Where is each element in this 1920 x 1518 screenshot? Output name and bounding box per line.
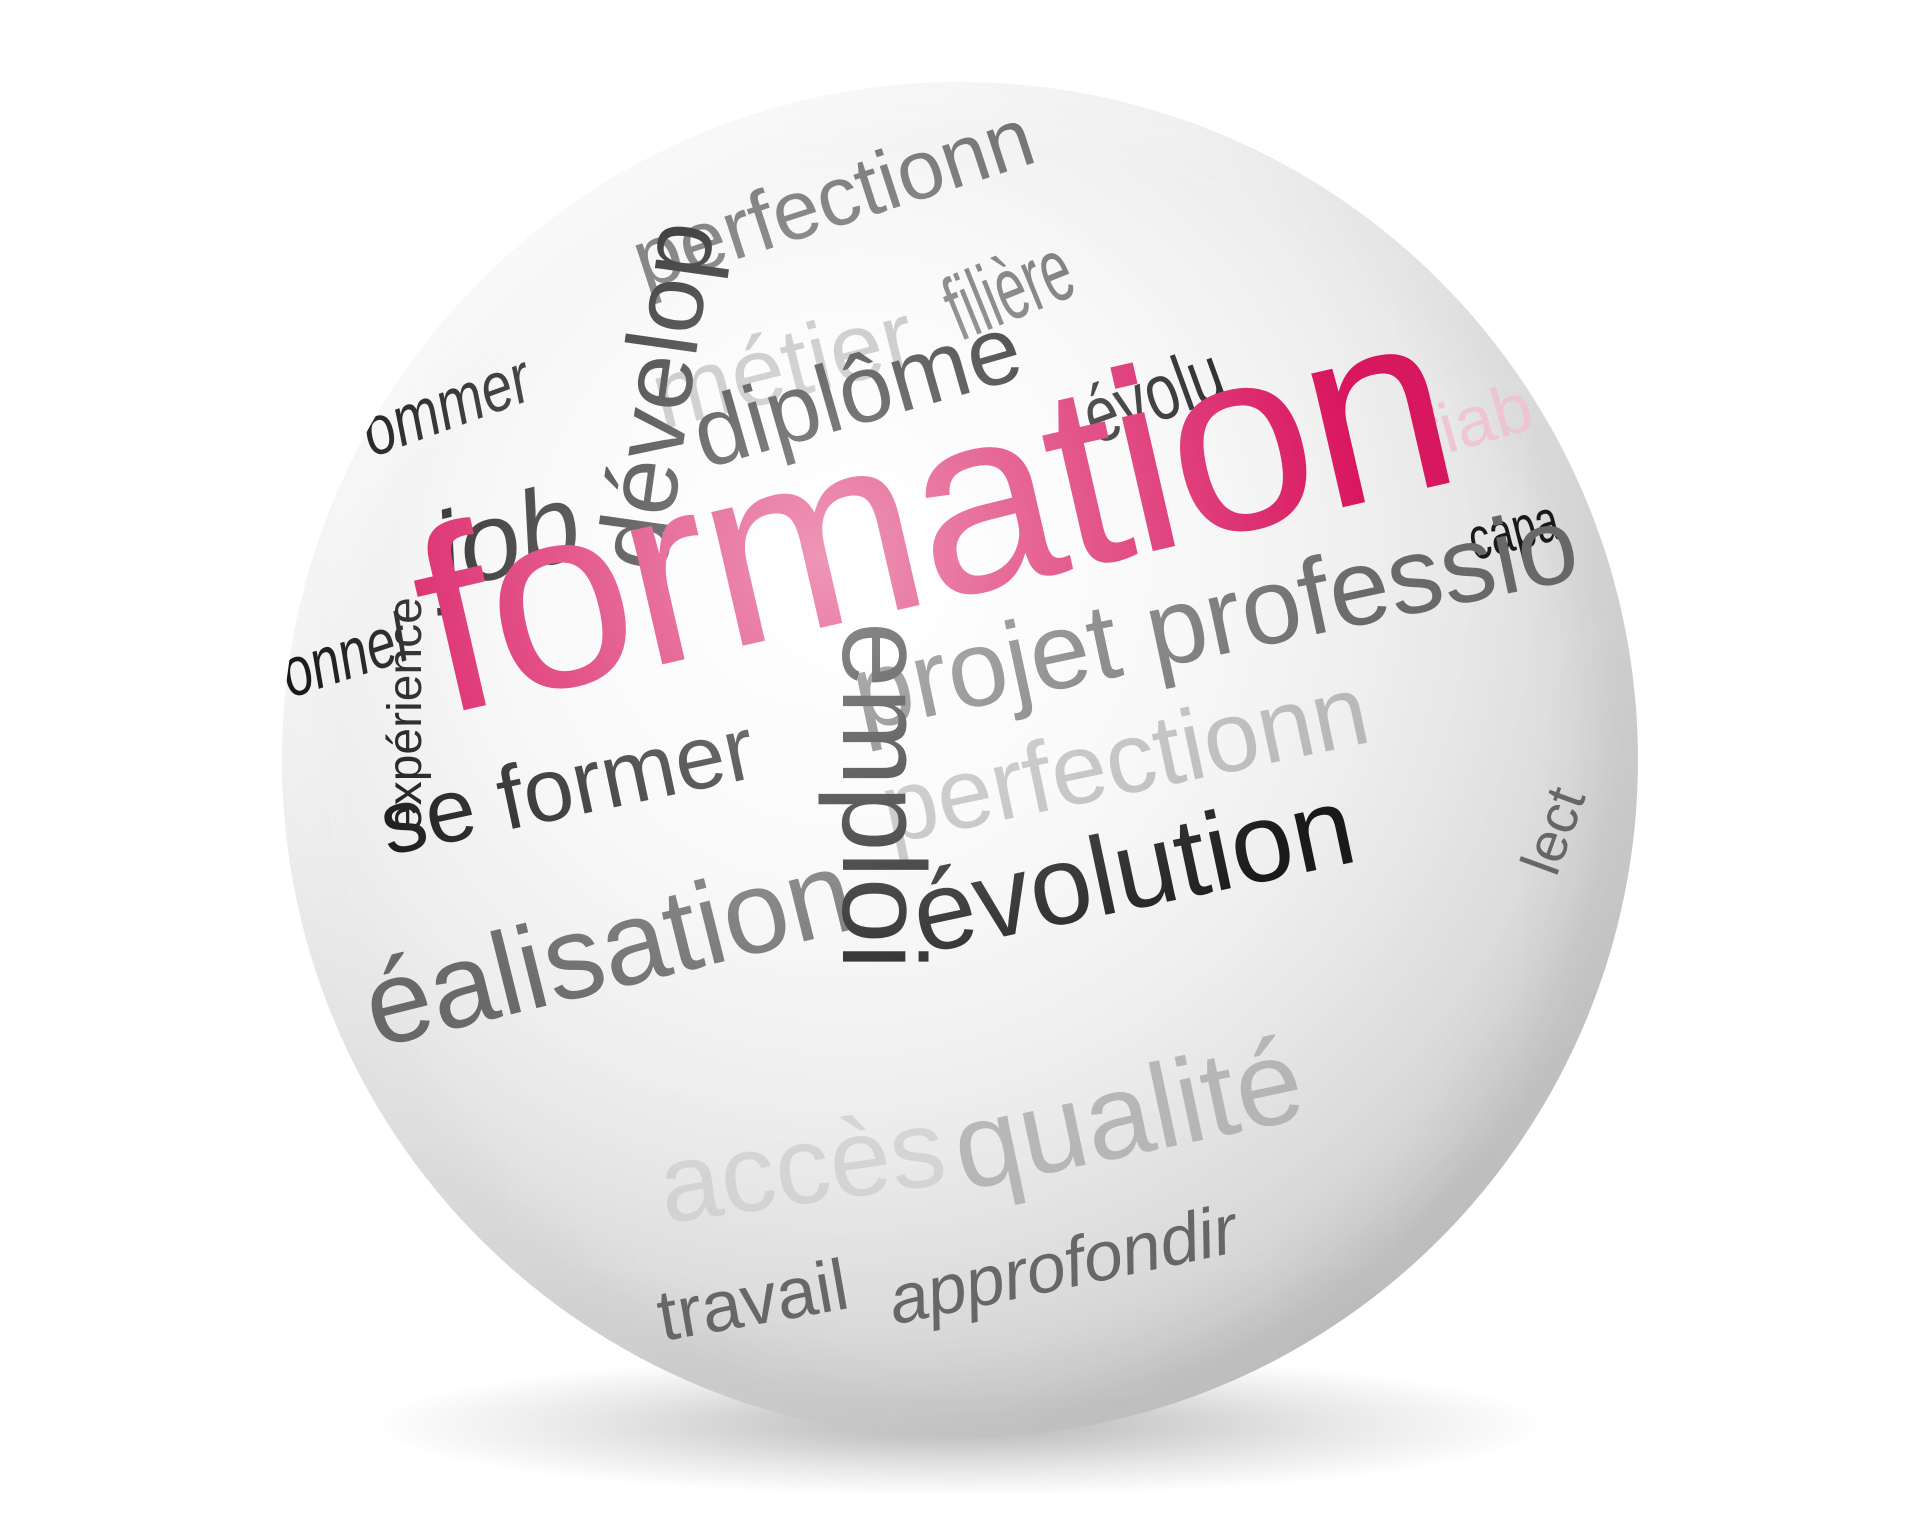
word-qualite: qualité — [940, 1011, 1315, 1217]
word-approfondir: approfondir — [881, 1189, 1244, 1340]
word-acces: accès — [651, 1085, 953, 1247]
word-lecture: lect — [1508, 778, 1598, 883]
word-travail: travail — [651, 1244, 855, 1357]
word-cloud-sphere: accès qualité travail approfondir métier… — [282, 82, 1638, 1438]
word-competence-left: ommer — [350, 338, 542, 472]
